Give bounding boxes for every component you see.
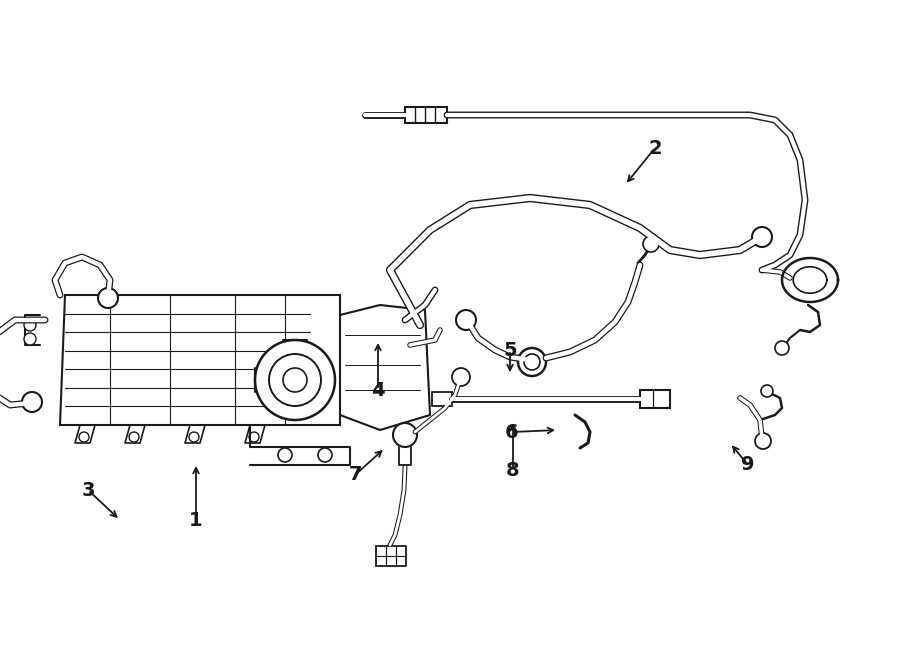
- Text: 4: 4: [371, 381, 385, 399]
- Text: 2: 2: [648, 139, 662, 157]
- Bar: [432, 392, 452, 406]
- Circle shape: [269, 354, 321, 406]
- Circle shape: [452, 368, 470, 386]
- Circle shape: [456, 310, 476, 330]
- Circle shape: [189, 432, 199, 442]
- Text: 1: 1: [189, 510, 202, 529]
- Text: 9: 9: [742, 455, 755, 475]
- Circle shape: [249, 432, 259, 442]
- Circle shape: [24, 319, 36, 331]
- Circle shape: [79, 432, 89, 442]
- Text: 7: 7: [348, 465, 362, 485]
- Bar: [376, 546, 406, 566]
- Text: 8: 8: [506, 461, 520, 479]
- Circle shape: [761, 385, 773, 397]
- Circle shape: [24, 333, 36, 345]
- Circle shape: [318, 448, 332, 462]
- Circle shape: [22, 392, 42, 412]
- Circle shape: [752, 227, 772, 247]
- Bar: [640, 390, 670, 408]
- Bar: [405, 107, 447, 123]
- Circle shape: [755, 433, 771, 449]
- Circle shape: [255, 340, 335, 420]
- Text: 5: 5: [503, 340, 517, 360]
- Circle shape: [98, 288, 118, 308]
- Circle shape: [278, 448, 292, 462]
- Circle shape: [643, 236, 659, 252]
- Circle shape: [518, 348, 546, 376]
- Circle shape: [775, 341, 789, 355]
- Circle shape: [129, 432, 139, 442]
- Circle shape: [524, 354, 540, 370]
- Text: 3: 3: [81, 481, 94, 500]
- Circle shape: [393, 423, 417, 447]
- Circle shape: [283, 368, 307, 392]
- Text: 6: 6: [505, 422, 518, 442]
